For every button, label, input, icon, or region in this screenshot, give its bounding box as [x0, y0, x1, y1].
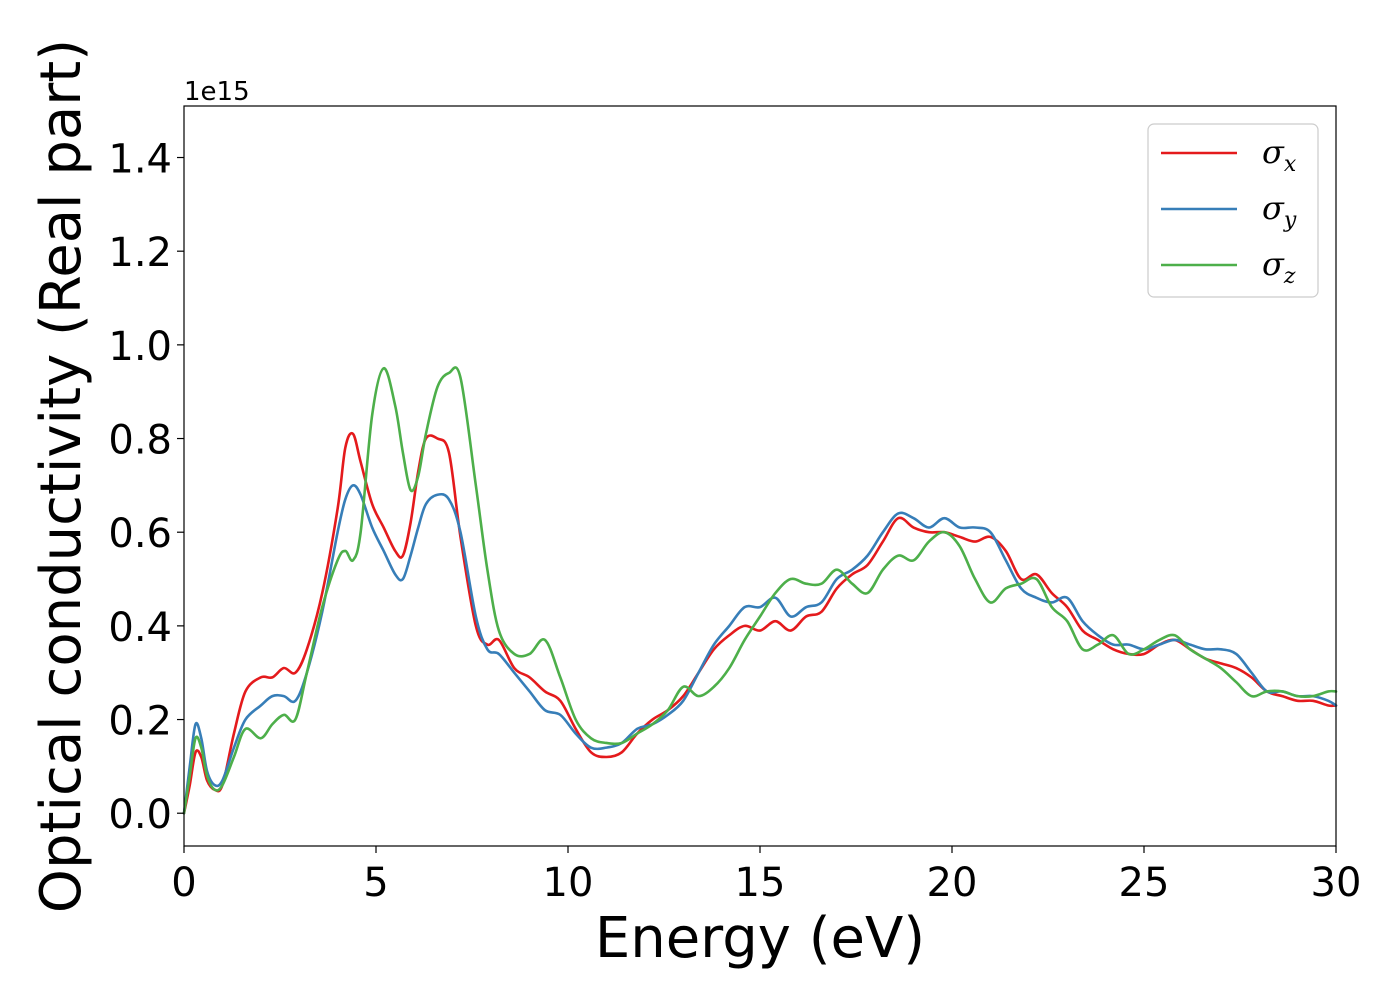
- x-axis-label: Energy (eV): [595, 906, 925, 971]
- series-layer: [182, 366, 1338, 815]
- x-tick-label: 10: [543, 860, 594, 906]
- y-tick-label: 1.4: [108, 137, 172, 183]
- y-tick-label: 0.2: [108, 699, 172, 745]
- legend-symbol: σ: [1262, 189, 1285, 227]
- legend-subscript: z: [1283, 264, 1296, 289]
- x-tick-label: 0: [171, 860, 196, 906]
- series-line-x: [182, 431, 1338, 815]
- y-axis-ticks: 0.0 0.2 0.4 0.6 0.8 1.0 1.2 1.4: [108, 137, 184, 838]
- x-tick-label: 25: [1119, 860, 1170, 906]
- legend-entry-z: σz: [1262, 245, 1296, 289]
- plot-background: [184, 106, 1336, 846]
- legend-entry-y: σy: [1262, 189, 1297, 233]
- series-line-z: [182, 366, 1338, 815]
- legend-symbol: σ: [1262, 245, 1285, 283]
- legend-frame: [1147, 123, 1319, 298]
- y-offset-label: 1e15: [184, 77, 250, 107]
- y-tick-label: 0.6: [108, 511, 172, 557]
- legend-subscript: y: [1283, 208, 1297, 233]
- y-tick-label: 1.2: [108, 230, 172, 276]
- x-tick-label: 15: [735, 860, 786, 906]
- legend-symbol: σ: [1262, 133, 1285, 171]
- y-axis-label: Optical conductivity (Real part): [29, 39, 94, 913]
- x-axis-ticks: 0 5 10 15 20 25 30: [171, 846, 1361, 906]
- y-tick-label: 0.8: [108, 418, 172, 464]
- x-tick-label: 30: [1311, 860, 1362, 906]
- legend-subscript: x: [1284, 152, 1297, 177]
- y-tick-label: 0.0: [108, 792, 172, 838]
- x-tick-label: 20: [927, 860, 978, 906]
- x-tick-label: 5: [363, 860, 388, 906]
- y-tick-label: 1.0: [108, 324, 172, 370]
- y-tick-label: 0.4: [108, 605, 172, 651]
- legend-entry-x: σx: [1262, 133, 1297, 177]
